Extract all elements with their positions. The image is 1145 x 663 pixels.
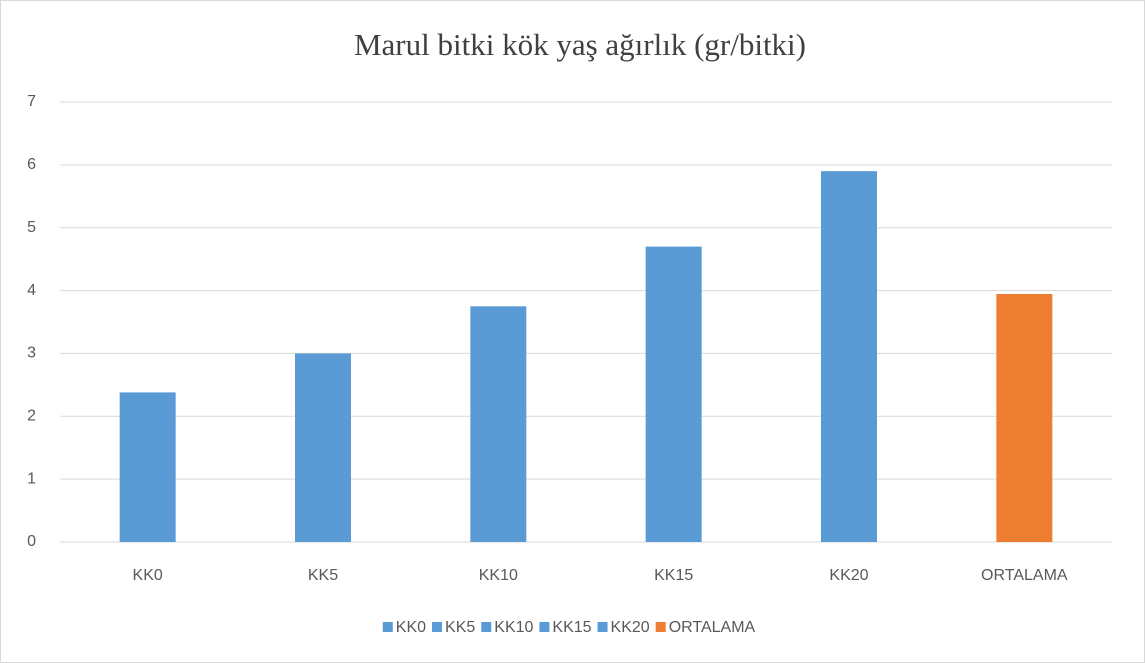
legend-label: KK20 <box>611 619 650 636</box>
legend-swatch <box>432 622 443 632</box>
y-tick-label: 7 <box>27 93 36 110</box>
legend-swatch <box>597 622 608 632</box>
y-tick-label: 0 <box>27 533 36 550</box>
x-tick-label: KK5 <box>308 567 338 584</box>
y-tick-label: 3 <box>27 345 36 362</box>
legend-swatch <box>481 622 492 632</box>
legend-label: KK15 <box>552 619 591 636</box>
legend-label: ORTALAMA <box>669 619 756 636</box>
y-tick-label: 4 <box>27 282 36 299</box>
bar <box>996 293 1053 542</box>
y-tick-label: 6 <box>27 156 36 173</box>
bar <box>645 246 702 543</box>
x-tick-label: KK0 <box>133 567 163 584</box>
x-tick-label: KK10 <box>479 567 518 584</box>
legend-swatch <box>655 622 666 632</box>
legend-swatch <box>539 622 550 632</box>
x-tick-label: KK15 <box>654 567 693 584</box>
y-tick-label: 5 <box>27 219 36 236</box>
legend-label: KK0 <box>396 619 426 636</box>
bar <box>295 353 351 542</box>
legend-label: KK10 <box>494 619 533 636</box>
x-tick-label: ORTALAMA <box>981 567 1068 584</box>
x-tick-label: KK20 <box>829 567 868 584</box>
bar <box>821 171 877 542</box>
chart-title: Marul bitki kök yaş ağırlık (gr/bitki) <box>354 27 806 62</box>
bar <box>119 392 176 542</box>
legend-label: KK5 <box>445 619 475 636</box>
bar <box>470 306 527 542</box>
y-tick-label: 1 <box>27 470 36 487</box>
legend-swatch <box>382 622 393 632</box>
y-tick-label: 2 <box>27 408 36 425</box>
